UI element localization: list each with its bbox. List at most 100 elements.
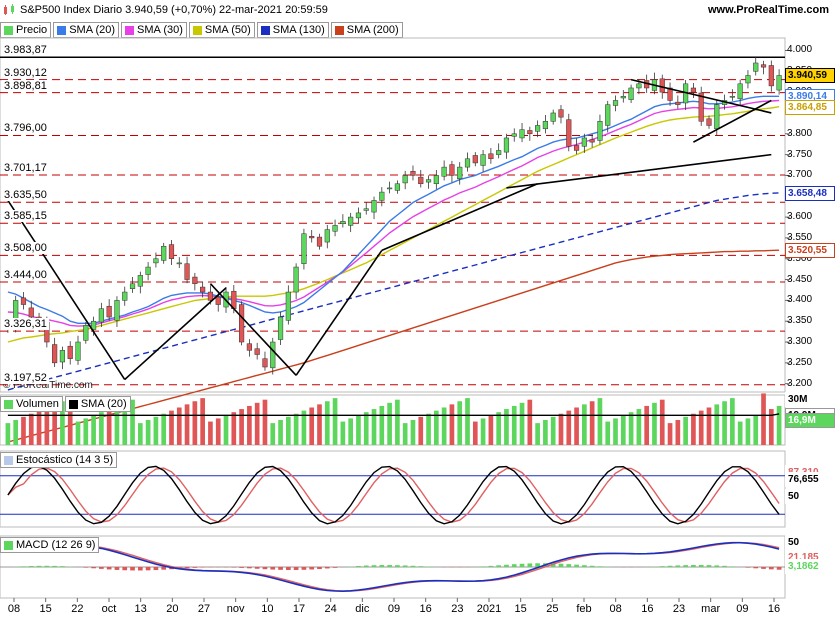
sma130-line (7, 192, 780, 391)
volume-bar (309, 407, 315, 445)
color-swatch-icon (192, 25, 202, 35)
macd-histogram-bar (753, 567, 759, 569)
macd-histogram-bar (519, 563, 525, 567)
price-panel-frame (0, 37, 786, 393)
candle-body (340, 220, 346, 224)
candle-body (114, 300, 120, 321)
candle-body (605, 104, 611, 126)
macd-histogram-bar (28, 566, 34, 567)
sma200-line (7, 249, 780, 443)
candle-body (20, 297, 27, 305)
volume-bar (628, 412, 634, 445)
candle-body (371, 200, 377, 213)
volume-bar (418, 416, 424, 445)
candle-body (293, 266, 299, 293)
candlestick-icon (4, 4, 14, 15)
macd-histogram-bar (659, 566, 665, 567)
macd-histogram-bar (511, 564, 517, 567)
macd-histogram-bar (293, 567, 299, 570)
macd-histogram-bar (52, 565, 57, 567)
candle-body (612, 100, 619, 106)
candle-body (628, 87, 634, 100)
volume-bar (753, 415, 759, 445)
volume-bar (574, 407, 579, 445)
candle-body (277, 316, 284, 340)
volume-bar (457, 401, 463, 445)
candle-body (161, 245, 167, 261)
macd-histogram-bar (192, 567, 198, 568)
candle-body (589, 139, 595, 143)
trend-line (295, 249, 383, 376)
volume-bar (122, 402, 128, 445)
volume-bar (761, 393, 766, 445)
macd-histogram-bar (387, 565, 392, 567)
macd-histogram-bar (99, 567, 104, 569)
macd-histogram-bar (309, 567, 315, 570)
candle-body (59, 350, 66, 363)
candle-body (527, 130, 533, 135)
volume-bar (504, 409, 509, 445)
legend-label: SMA (130) (272, 24, 325, 36)
volume-bar (535, 423, 540, 445)
candle-body (558, 109, 564, 118)
macd-histogram-bar (410, 565, 416, 567)
legend-item: SMA (20) (53, 22, 120, 38)
volume-bar (402, 423, 408, 445)
volume-bar (605, 421, 611, 445)
color-swatch-icon (334, 25, 344, 35)
candle-body (200, 286, 206, 293)
macd-histogram-bar (589, 565, 595, 567)
macd-histogram-bar (714, 565, 720, 567)
volume-bar (683, 416, 688, 445)
volume-bar (114, 405, 120, 445)
legend-label: SMA (50) (204, 24, 251, 36)
volume-bar (75, 421, 81, 445)
volume-bar (659, 399, 665, 445)
candle-body (449, 164, 455, 176)
price-legend: Precio SMA (20) SMA (30) SMA (50) SMA (130) S… (0, 22, 405, 38)
volume-bar (613, 418, 618, 445)
macd-histogram-bar (301, 567, 307, 570)
macd-histogram-bar (566, 564, 572, 567)
volume-bar (184, 404, 190, 445)
volume-bar (644, 405, 650, 445)
volume-bar (231, 412, 237, 445)
candle-body (36, 316, 42, 326)
macd-histogram-bar (776, 567, 782, 570)
volume-bar (91, 415, 96, 445)
volume-bar (137, 423, 143, 445)
volume-bar (636, 409, 642, 445)
candle-body (168, 244, 175, 259)
macd-histogram-bar (60, 566, 65, 567)
macd-histogram-bar (683, 565, 688, 567)
candle-body (768, 65, 774, 87)
volume-bar (67, 398, 73, 445)
candle-body (581, 137, 587, 147)
candle-body (706, 118, 712, 126)
candle-icon (4, 25, 13, 35)
volume-bar (28, 413, 34, 445)
volume-bar (106, 409, 112, 445)
volume-bar (745, 418, 751, 445)
sma20-line (7, 95, 780, 324)
volume-bar (254, 402, 260, 445)
volume-bar (519, 402, 525, 445)
macd-histogram-bar (317, 567, 322, 570)
volume-bar (247, 405, 252, 445)
candle-body (425, 179, 432, 183)
volume-bar (208, 421, 213, 445)
macd-histogram-bar (480, 566, 486, 567)
macd-histogram-bar (285, 567, 291, 570)
macd-histogram-bar (153, 567, 159, 571)
candle-body (176, 262, 182, 265)
volume-bar (737, 421, 743, 445)
macd-histogram-bar (161, 567, 167, 570)
macd-histogram-bar (278, 567, 283, 570)
macd-histogram-bar (332, 567, 338, 568)
volume-bar (36, 410, 42, 445)
volume-sma-line (7, 413, 780, 416)
volume-bar (511, 405, 517, 445)
candle-body (309, 235, 315, 239)
macd-histogram-bar (200, 567, 205, 568)
volume-bar (691, 413, 696, 445)
